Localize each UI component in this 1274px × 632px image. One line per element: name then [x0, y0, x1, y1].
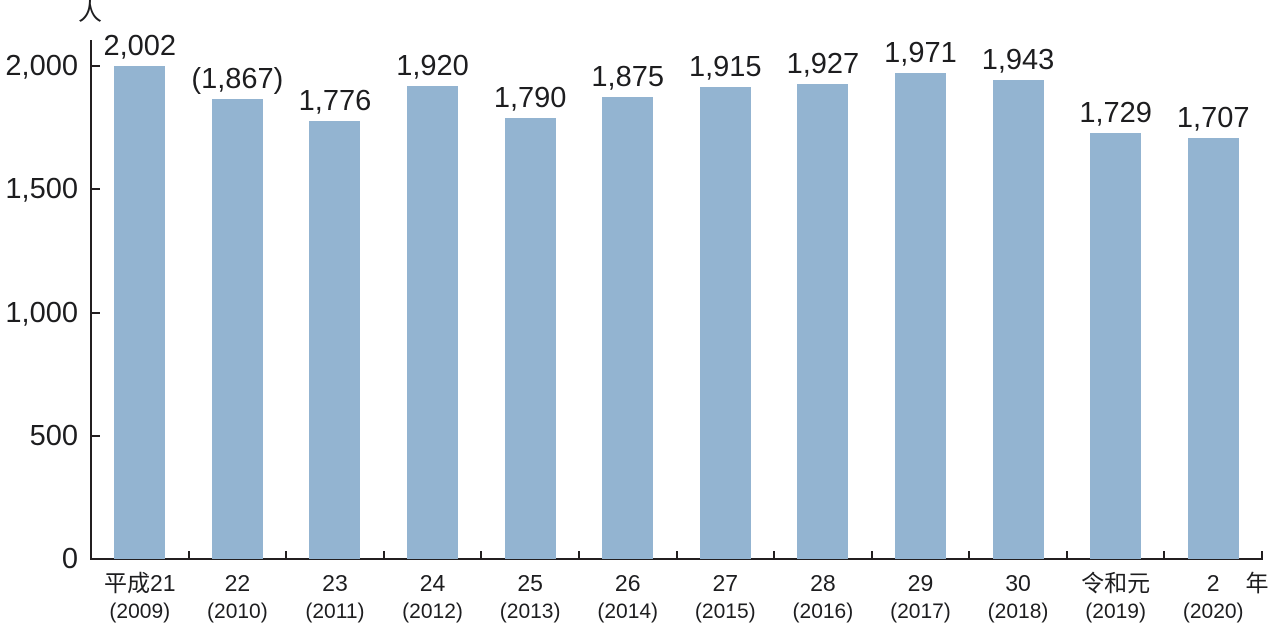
x-tick-mark — [968, 551, 971, 559]
x-category-era-label: 30 — [1005, 570, 1031, 596]
bar — [602, 96, 654, 559]
bar-value-label: 1,875 — [591, 60, 664, 93]
bar — [309, 121, 361, 559]
bar-value-label: 1,971 — [884, 37, 957, 70]
y-tick-label: 500 — [29, 419, 78, 452]
y-tick-label: 1,500 — [5, 173, 78, 206]
y-tick-label: 0 — [61, 543, 78, 575]
bar — [504, 117, 556, 559]
x-category-year-label: (2014) — [597, 600, 659, 623]
x-tick-mark — [480, 551, 483, 559]
y-tick-label: 1,000 — [5, 296, 78, 329]
x-category-year-label: (2016) — [792, 600, 854, 623]
x-category-year-label: (2009) — [109, 600, 171, 623]
bar-value-label: 1,790 — [493, 81, 567, 114]
x-category-era-label: 28 — [810, 570, 836, 596]
bar — [407, 85, 459, 559]
x-category-year-label: (2018) — [987, 600, 1049, 623]
y-axis-unit-label: 人 — [78, 0, 102, 26]
x-axis-unit-label: 年 — [1245, 570, 1269, 596]
x-category-era-label: 29 — [907, 570, 934, 596]
bar — [1090, 132, 1142, 559]
bar — [699, 86, 751, 559]
bar-value-label: 2,002 — [103, 29, 177, 62]
bar-value-label: 1,915 — [688, 50, 762, 83]
y-tick-mark — [92, 311, 100, 314]
x-tick-mark — [187, 551, 190, 559]
x-category-year-label: (2013) — [499, 600, 561, 623]
x-category-year-label: (2010) — [207, 600, 268, 623]
bar-value-label: 1,927 — [786, 47, 860, 80]
x-category-era-label: 27 — [712, 570, 739, 596]
x-category-era-label: 26 — [614, 570, 641, 596]
x-tick-mark — [382, 551, 385, 559]
bar-value-label: (1,867) — [191, 62, 284, 95]
x-category-era-label: 平成21 — [103, 570, 176, 596]
bar-value-label: 1,776 — [298, 85, 372, 118]
y-tick-label: 2,000 — [5, 50, 78, 82]
x-category-era-label: 24 — [419, 570, 446, 596]
x-category-era-label: 23 — [322, 570, 348, 596]
x-category-year-label: (2011) — [305, 600, 365, 623]
x-axis-line — [90, 558, 1263, 560]
bar — [1187, 138, 1239, 559]
x-tick-mark — [1261, 551, 1263, 559]
bar-value-label: 1,943 — [981, 44, 1055, 77]
x-tick-mark — [773, 551, 776, 559]
x-category-era-label: 25 — [517, 570, 543, 596]
x-category-year-label: (2020) — [1182, 600, 1244, 623]
x-tick-mark — [675, 551, 678, 559]
bar-value-label: 1,707 — [1176, 102, 1250, 135]
x-tick-mark — [1163, 551, 1166, 559]
y-axis-line — [90, 40, 92, 560]
y-tick-mark — [92, 188, 100, 191]
x-category-era-label: 22 — [224, 570, 251, 596]
x-category-year-label: (2015) — [694, 600, 756, 623]
x-tick-mark — [870, 551, 873, 559]
bar — [894, 73, 946, 559]
x-category-year-label: (2019) — [1085, 600, 1146, 623]
bar — [211, 98, 263, 559]
x-category-era-label: 2 — [1206, 570, 1220, 596]
bar-value-label: 1,729 — [1079, 96, 1152, 129]
x-tick-mark — [1065, 551, 1068, 559]
x-tick-mark — [577, 551, 580, 559]
x-category-year-label: (2017) — [890, 600, 951, 623]
y-tick-mark — [92, 65, 100, 67]
bar — [114, 65, 166, 559]
x-category-year-label: (2012) — [402, 600, 463, 623]
bar-value-label: 1,920 — [396, 49, 469, 82]
y-tick-mark — [92, 434, 100, 437]
bar — [992, 80, 1044, 559]
bar — [797, 83, 849, 559]
x-category-era-label: 令和元 — [1081, 570, 1151, 596]
x-tick-mark — [285, 551, 288, 559]
